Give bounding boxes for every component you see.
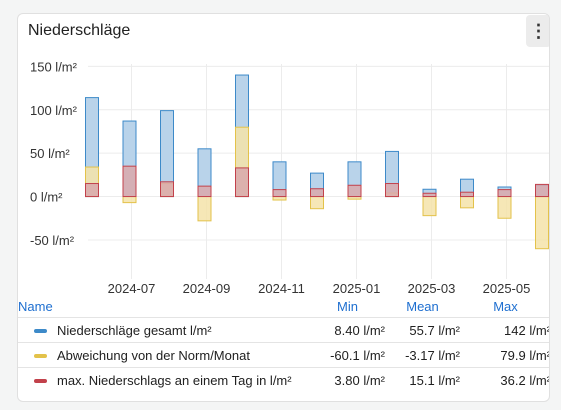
precipitation-card: Niederschläge ⋮ 150 l/m² 100 l/m² 50 l/m² 0… <box>17 13 550 402</box>
legend-max-value: 142 l/m² <box>460 317 549 343</box>
y-tick-label: 50 l/m² <box>30 146 70 161</box>
x-tick-label: 2025-01 <box>333 281 381 296</box>
x-tick-label: 2024-11 <box>258 281 305 296</box>
card-menu-button[interactable]: ⋮ <box>526 15 549 47</box>
bar-deviation <box>122 196 137 204</box>
bar-deviation <box>460 196 474 209</box>
bar-deviation <box>497 196 512 219</box>
bar-max-day <box>272 189 287 198</box>
legend-row[interactable]: Abweichung von der Norm/Monat -60.1 l/m²… <box>18 342 549 368</box>
legend-mean-value: 55.7 l/m² <box>385 317 460 343</box>
x-tick-label: 2024-07 <box>108 281 156 296</box>
legend-min-value: 3.80 l/m² <box>310 367 385 392</box>
bar-max-day <box>460 191 474 198</box>
legend-series-name: Niederschläge gesamt l/m² <box>57 322 212 338</box>
legend-header-name[interactable]: Name <box>18 298 53 314</box>
legend-header-mean[interactable]: Mean <box>406 298 439 314</box>
precipitation-chart: 150 l/m² 100 l/m² 50 l/m² 0 l/m² -50 l/m² 202… <box>30 59 549 296</box>
y-tick-label: 0 l/m² <box>30 190 63 205</box>
legend-max-value: 79.9 l/m² <box>460 342 549 368</box>
legend-header-max[interactable]: Max <box>493 298 518 314</box>
bar-deviation <box>197 196 212 222</box>
legend-row[interactable]: max. Niederschlags an einem Tag in l/m² … <box>18 367 549 392</box>
more-vertical-icon: ⋮ <box>529 21 548 41</box>
legend-row[interactable]: Niederschläge gesamt l/m² 8.40 l/m² 55.7… <box>18 317 549 343</box>
legend-mean-value: 15.1 l/m² <box>385 367 460 392</box>
legend-table: Name Min Mean Max Niederschläge gesamt l… <box>18 295 549 392</box>
bar-deviation <box>272 196 287 201</box>
bar-deviation <box>422 196 437 217</box>
legend-series-name: Abweichung von der Norm/Monat <box>57 347 250 363</box>
y-tick-label: 150 l/m² <box>30 59 78 74</box>
series-swatch-max-day <box>34 379 47 384</box>
bar-max-day <box>197 185 212 198</box>
x-tick-label: 2025-03 <box>408 281 456 296</box>
legend-max-value: 36.2 l/m² <box>460 367 549 392</box>
bar-max-day <box>235 167 249 198</box>
bar-max-day <box>422 192 437 198</box>
bar-max-day <box>497 189 512 198</box>
card-title: Niederschläge <box>28 22 131 39</box>
bar-max-day <box>535 183 549 198</box>
bar-deviation <box>535 196 549 250</box>
x-tick-label: 2025-05 <box>483 281 531 296</box>
legend-min-value: -60.1 l/m² <box>310 342 385 368</box>
bar-max-day <box>85 183 99 198</box>
bar-max-day <box>385 183 399 198</box>
legend-min-value: 8.40 l/m² <box>310 317 385 343</box>
bar-deviation <box>310 196 324 210</box>
y-tick-label: -50 l/m² <box>30 233 75 248</box>
legend-header-min[interactable]: Min <box>337 298 358 314</box>
y-tick-label: 100 l/m² <box>30 103 78 118</box>
legend-series-name: max. Niederschlags an einem Tag in l/m² <box>57 372 292 388</box>
bar-max-day <box>122 165 137 198</box>
bar-max-day <box>310 188 324 198</box>
series-swatch-deviation <box>34 354 47 359</box>
x-tick-label: 2024-09 <box>183 281 231 296</box>
legend-header-row: Name Min Mean Max <box>18 295 549 318</box>
legend-mean-value: -3.17 l/m² <box>385 342 460 368</box>
bar-max-day <box>347 184 362 198</box>
bar-max-day <box>160 181 174 198</box>
series-swatch-total <box>34 329 47 334</box>
